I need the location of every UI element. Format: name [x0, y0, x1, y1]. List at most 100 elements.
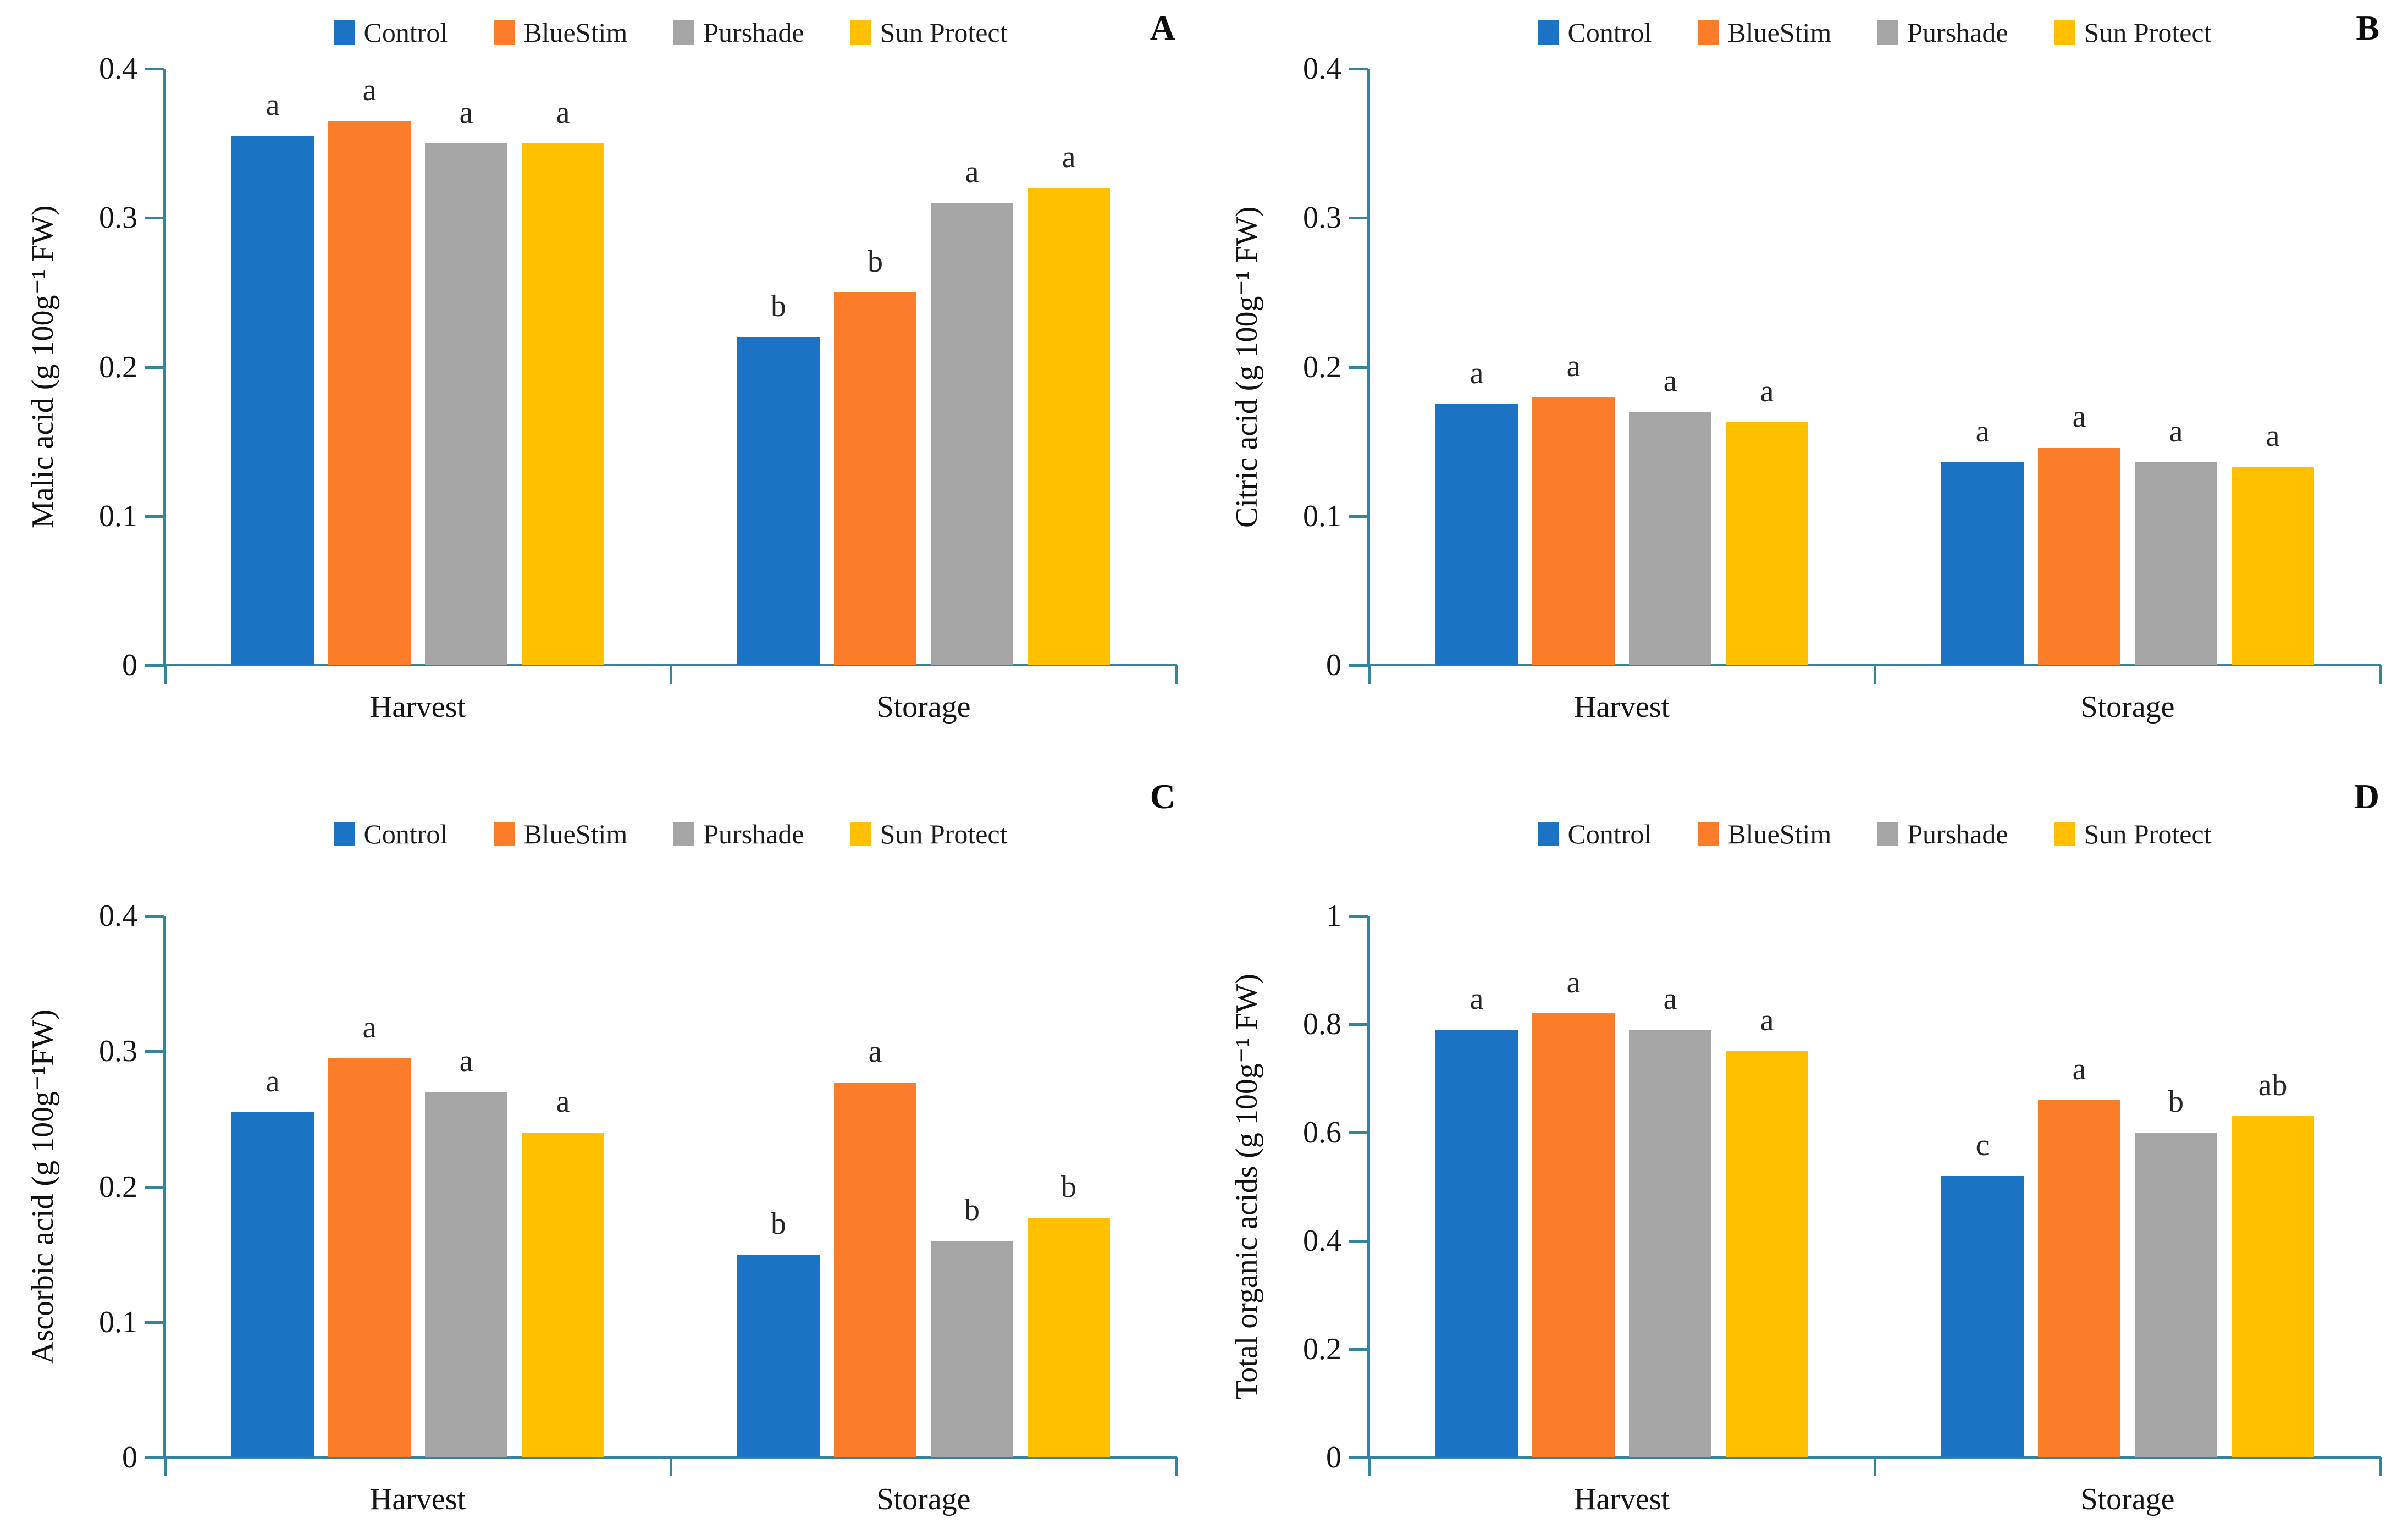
- bar-sun-protect-harvest: [522, 1133, 604, 1457]
- category-label-harvest: Harvest: [369, 1482, 466, 1516]
- legend-item-control: Control: [334, 16, 448, 48]
- y-tick-label: 0.2: [1303, 1332, 1341, 1366]
- bar-control-storage: [737, 337, 820, 665]
- significance-letter: b: [2168, 1085, 2184, 1119]
- y-tick-label: 0.4: [99, 52, 137, 86]
- significance-letter: a: [362, 1010, 377, 1045]
- y-tick-label: 0.4: [1303, 52, 1341, 86]
- x-tick: [1874, 1457, 1876, 1476]
- legend-label: BlueStim: [523, 819, 628, 849]
- bar-bluestim-harvest: [1532, 396, 1615, 665]
- bar-purshade-storage: [2135, 1133, 2217, 1457]
- x-tick: [1874, 665, 1876, 684]
- significance-letter: b: [1061, 1170, 1076, 1205]
- y-tick: [145, 217, 164, 220]
- significance-letter: a: [266, 88, 280, 123]
- significance-letter: a: [556, 95, 570, 130]
- legend-item-control: Control: [1538, 818, 1652, 850]
- legend-label: Purshade: [703, 819, 804, 849]
- significance-letter: a: [1975, 415, 1990, 449]
- y-tick: [145, 1050, 164, 1053]
- bar-bluestim-storage: [834, 292, 916, 665]
- panel-letter-a: A: [1150, 8, 1175, 47]
- x-tick: [670, 1457, 672, 1476]
- legend-item-bluestim: BlueStim: [494, 16, 627, 48]
- legend-swatch-icon: [1538, 20, 1559, 45]
- significance-letter: b: [771, 1206, 786, 1241]
- significance-letter: a: [1566, 349, 1581, 383]
- legend-label: Sun Protect: [880, 819, 1008, 849]
- legend-label: BlueStim: [523, 17, 628, 48]
- significance-letter: a: [2169, 415, 2183, 449]
- legend-swatch-icon: [1877, 20, 1899, 45]
- y-tick: [1349, 664, 1368, 667]
- significance-letter: b: [964, 1193, 980, 1227]
- panel-letter-c: C: [1150, 777, 1175, 816]
- legend-item-bluestim: BlueStim: [1698, 818, 1831, 850]
- panel-citric-acid: Control BlueStim Purshade Sun Protect B Cit…: [1204, 0, 2408, 768]
- legend-item-bluestim: BlueStim: [1698, 16, 1831, 48]
- category-label-harvest: Harvest: [1573, 690, 1670, 724]
- y-tick-label: 0.2: [99, 1169, 137, 1204]
- plot-area: 1 0.8 0.6 0.4 0.2 0 a a a a Harvest c a b ab Storage: [1303, 899, 2382, 1516]
- significance-letter: a: [1470, 981, 1484, 1016]
- plot-area: 0.4 0.3 0.2 0.1 0 a a a a Harvest a a a a Storage: [1303, 52, 2382, 724]
- bar-bluestim-harvest: [328, 1058, 411, 1457]
- legend-item-sun-protect: Sun Protect: [850, 16, 1007, 48]
- y-tick-label: 0.2: [1303, 350, 1341, 384]
- y-tick-label: 0: [1326, 648, 1341, 682]
- bar-bluestim-harvest: [1532, 1013, 1615, 1457]
- y-tick-label: 0.3: [99, 1034, 137, 1069]
- x-tick: [1175, 665, 1178, 684]
- x-axis: [1367, 664, 2381, 666]
- y-axis: [163, 916, 166, 1459]
- bar-sun-protect-storage: [1028, 1218, 1110, 1457]
- y-tick: [1349, 68, 1368, 70]
- y-tick: [1349, 366, 1368, 369]
- legend-swatch-icon: [850, 20, 871, 45]
- legend-label: Purshade: [1907, 17, 2008, 48]
- y-tick-label: 0.2: [99, 350, 137, 384]
- significance-letter: a: [556, 1085, 570, 1119]
- bar-bluestim-harvest: [328, 120, 411, 665]
- y-tick: [145, 366, 164, 369]
- y-tick-label: 0.1: [99, 499, 137, 533]
- bar-purshade-harvest: [425, 1092, 507, 1457]
- y-tick: [1349, 1456, 1368, 1459]
- legend: Control BlueStim Purshade Sun Protect: [165, 818, 1177, 850]
- legend-label: Control: [363, 17, 448, 48]
- legend-swatch-icon: [1538, 822, 1559, 846]
- bar-control-storage: [1941, 1175, 2024, 1457]
- legend-label: BlueStim: [1727, 17, 1832, 48]
- bar-purshade-harvest: [425, 143, 507, 665]
- panel-malic-acid: Control BlueStim Purshade Sun Protect A Mal…: [0, 0, 1204, 768]
- y-tick: [1349, 915, 1368, 918]
- legend-swatch-icon: [1698, 20, 1719, 45]
- significance-letter: a: [1760, 374, 1774, 408]
- x-tick: [164, 1457, 167, 1476]
- category-label-harvest: Harvest: [369, 690, 466, 724]
- y-axis: [1367, 916, 1370, 1459]
- y-tick-label: 1: [1326, 899, 1341, 933]
- significance-letter: b: [771, 289, 786, 324]
- significance-letter: a: [2266, 419, 2280, 454]
- y-tick-label: 0.1: [99, 1305, 137, 1339]
- x-axis: [163, 1456, 1177, 1459]
- significance-letter: ab: [2258, 1068, 2288, 1103]
- significance-letter: a: [1062, 140, 1076, 174]
- category-label-storage: Storage: [876, 690, 971, 724]
- y-tick: [145, 915, 164, 918]
- legend: Control BlueStim Purshade Sun Protect: [1369, 818, 2381, 850]
- bar-sun-protect-storage: [2232, 467, 2314, 665]
- bar-bluestim-storage: [834, 1082, 916, 1457]
- significance-letter: a: [2072, 1052, 2086, 1086]
- bar-purshade-storage: [931, 203, 1013, 665]
- legend-swatch-icon: [334, 822, 355, 846]
- y-tick-label: 0: [122, 648, 137, 682]
- y-tick-label: 0.3: [99, 201, 137, 235]
- x-tick: [1175, 1457, 1178, 1476]
- legend-swatch-icon: [673, 20, 695, 45]
- significance-letter: a: [266, 1064, 280, 1099]
- bar-purshade-harvest: [1629, 411, 1711, 665]
- legend-label: Control: [1567, 17, 1652, 48]
